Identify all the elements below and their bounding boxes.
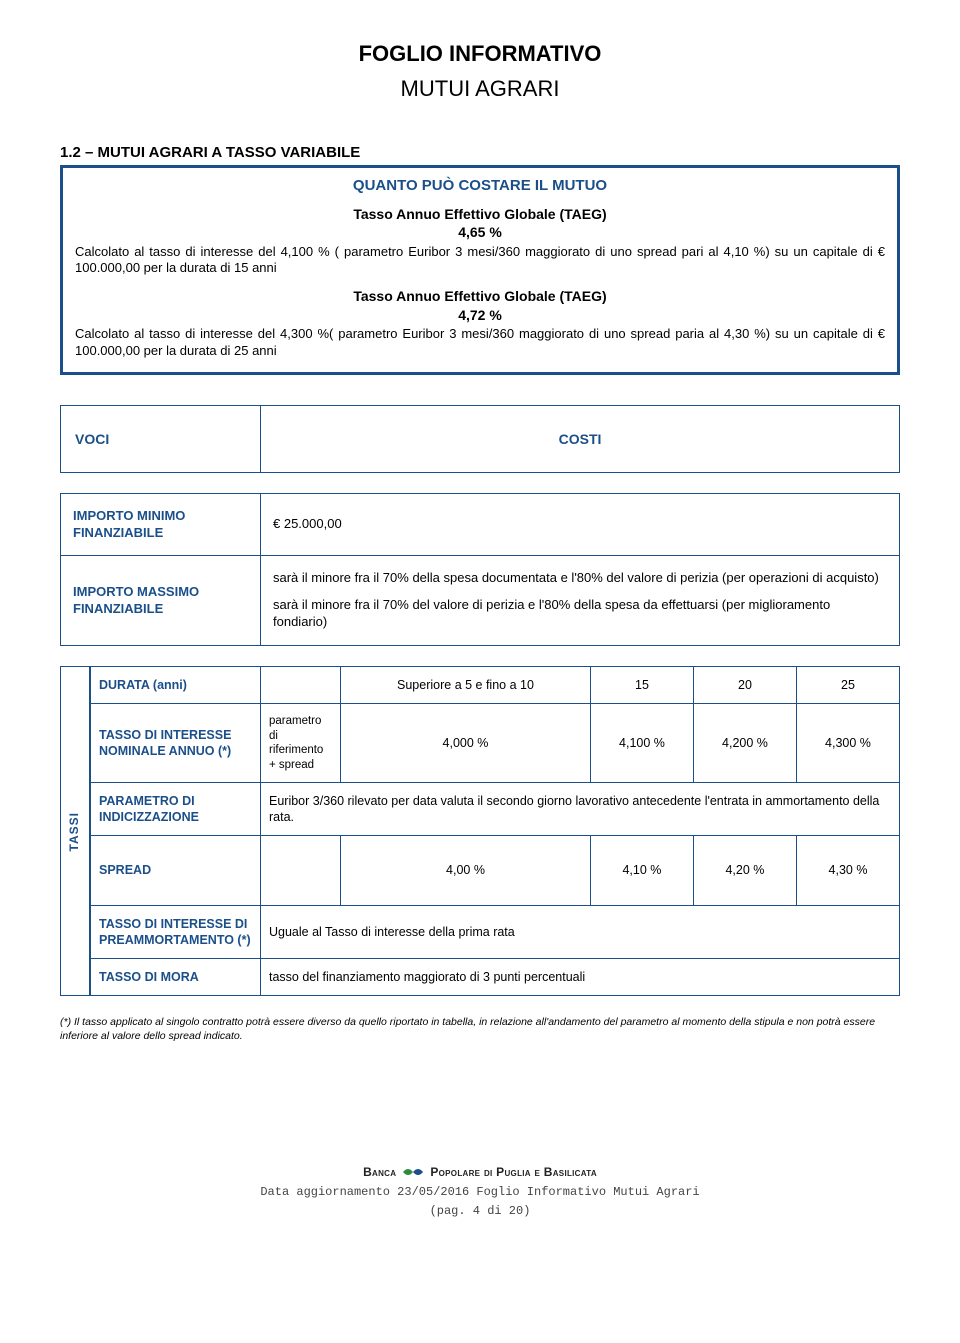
param-spacer [261,667,341,704]
section-title: 1.2 – MUTUI AGRARI A TASSO VARIABILE [60,143,900,163]
taeg2-label: Tasso Annuo Effettivo Globale (TAEG) [75,287,885,305]
importo-max-line1: sarà il minore fra il 70% della spesa do… [273,570,887,587]
tassi-table: DURATA (anni) Superiore a 5 e fino a 10 … [90,666,900,996]
doc-subtitle: MUTUI AGRARI [60,75,900,104]
tasso-nom-c4: 4,300 % [796,704,899,783]
param-cell: parametro di riferimento + spread [261,704,341,783]
tassi-sidebar-label: TASSI [67,812,83,851]
importo-min-value: € 25.000,00 [261,493,900,556]
param-ind-text: Euribor 3/360 rilevato per data valuta i… [261,782,900,836]
table-row: SPREAD 4,00 % 4,10 % 4,20 % 4,30 % [91,836,900,905]
cost-box-title: QUANTO PUÒ COSTARE IL MUTUO [75,176,885,196]
spread-c1: 4,00 % [341,836,591,905]
durata-col3: 20 [693,667,796,704]
page-footer: Banca Popolare di Puglia e Basilicata Da… [60,1164,900,1220]
tasso-nom-c1: 4,000 % [341,704,591,783]
bank-name-right: Popolare di Puglia e Basilicata [430,1165,597,1181]
costi-label: COSTI [261,406,899,472]
table-row: TASSO DI INTERESSE NOMINALE ANNUO (*) pa… [91,704,900,783]
taeg1-value: 4,65 % [75,223,885,241]
voci-costi-header: VOCI COSTI [60,405,900,473]
spread-label: SPREAD [91,836,261,905]
tasso-nom-c3: 4,200 % [693,704,796,783]
preamm-text: Uguale al Tasso di interesse della prima… [261,905,900,959]
spread-c2: 4,10 % [590,836,693,905]
page-root: FOGLIO INFORMATIVO MUTUI AGRARI 1.2 – MU… [0,0,960,1240]
spread-c3: 4,20 % [693,836,796,905]
table-row: IMPORTO MASSIMO FINANZIABILE sarà il min… [61,556,900,646]
bank-leaf-icon [402,1165,424,1179]
table-row: PARAMETRO DI INDICIZZAZIONE Euribor 3/36… [91,782,900,836]
importo-table: IMPORTO MINIMO FINANZIABILE € 25.000,00 … [60,493,900,646]
durata-col2: 15 [590,667,693,704]
preamm-label: TASSO DI INTERESSE DI PREAMMORTAMENTO (*… [91,905,261,959]
mora-text: tasso del finanziamento maggiorato di 3 … [261,959,900,996]
tassi-block: TASSI DURATA (anni) Superiore a 5 e fino… [60,666,900,996]
taeg2-calc: Calcolato al tasso di interesse del 4,30… [75,326,885,360]
cost-box: QUANTO PUÒ COSTARE IL MUTUO Tasso Annuo … [60,165,900,375]
document-header: FOGLIO INFORMATIVO MUTUI AGRARI [60,40,900,103]
footnote: (*) Il tasso applicato al singolo contra… [60,1016,900,1043]
durata-label: DURATA (anni) [91,667,261,704]
durata-col4: 25 [796,667,899,704]
footer-line1: Data aggiornamento 23/05/2016 Foglio Inf… [60,1185,900,1201]
doc-title: FOGLIO INFORMATIVO [60,40,900,69]
mora-label: TASSO DI MORA [91,959,261,996]
param-ind-label: PARAMETRO DI INDICIZZAZIONE [91,782,261,836]
taeg2-value: 4,72 % [75,306,885,324]
voci-label: VOCI [61,406,261,472]
importo-max-value: sarà il minore fra il 70% della spesa do… [261,556,900,646]
importo-max-line2: sarà il minore fra il 70% del valore di … [273,597,887,631]
durata-col1: Superiore a 5 e fino a 10 [341,667,591,704]
table-row: TASSO DI MORA tasso del finanziamento ma… [91,959,900,996]
table-row: TASSO DI INTERESSE DI PREAMMORTAMENTO (*… [91,905,900,959]
tasso-nom-c2: 4,100 % [590,704,693,783]
bank-logo: Banca Popolare di Puglia e Basilicata [363,1165,597,1181]
spread-spacer [261,836,341,905]
taeg1-label: Tasso Annuo Effettivo Globale (TAEG) [75,205,885,223]
table-row: DURATA (anni) Superiore a 5 e fino a 10 … [91,667,900,704]
bank-name-left: Banca [363,1165,396,1181]
table-row: IMPORTO MINIMO FINANZIABILE € 25.000,00 [61,493,900,556]
importo-min-label: IMPORTO MINIMO FINANZIABILE [61,493,261,556]
tassi-sidebar: TASSI [60,666,90,996]
taeg1-calc: Calcolato al tasso di interesse del 4,10… [75,244,885,278]
footer-line2: (pag. 4 di 20) [60,1204,900,1220]
spread-c4: 4,30 % [796,836,899,905]
tasso-nom-label: TASSO DI INTERESSE NOMINALE ANNUO (*) [91,704,261,783]
importo-max-label: IMPORTO MASSIMO FINANZIABILE [61,556,261,646]
